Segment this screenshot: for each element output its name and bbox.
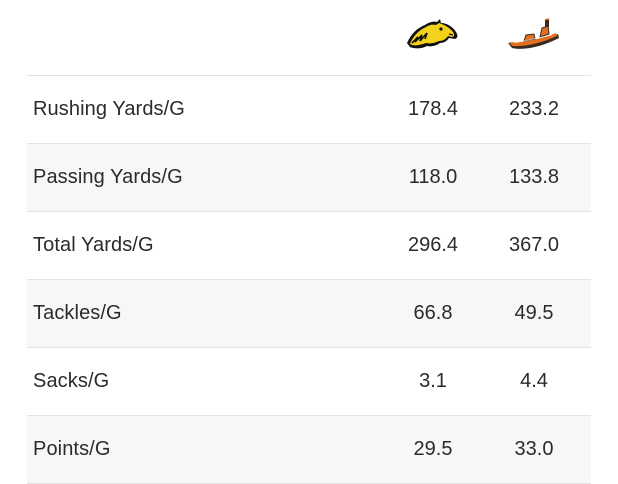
team-a-value: 29.5 <box>413 438 453 460</box>
boat-logo-icon <box>504 16 564 56</box>
stat-label: Rushing Yards/G <box>33 98 185 120</box>
table-row: Rushing Yards/G 178.4 233.2 <box>27 76 591 144</box>
table-row: Passing Yards/G 118.0 133.8 <box>27 144 591 212</box>
team-a-value: 66.8 <box>413 302 453 324</box>
table-row: Points/G 29.5 33.0 <box>27 416 591 484</box>
table-header <box>27 0 591 76</box>
team-a-value: 178.4 <box>407 98 459 120</box>
team-b-value: 4.4 <box>520 370 548 392</box>
team-b-value: 49.5 <box>514 302 554 324</box>
team-a-value: 296.4 <box>407 234 459 256</box>
team-b-value: 133.8 <box>508 166 560 188</box>
team-b-value: 367.0 <box>508 234 560 256</box>
table-row: Tackles/G 66.8 49.5 <box>27 280 591 348</box>
mustang-head-logo-icon <box>403 16 463 56</box>
team-b-value: 233.2 <box>508 98 560 120</box>
table-row: Sacks/G 3.1 4.4 <box>27 348 591 416</box>
stat-label: Points/G <box>33 438 111 460</box>
stat-label: Sacks/G <box>33 370 110 392</box>
stat-label: Total Yards/G <box>33 234 154 256</box>
team-a-value: 3.1 <box>419 370 447 392</box>
team-b-value: 33.0 <box>514 438 554 460</box>
team-a-value: 118.0 <box>408 166 458 188</box>
stat-label: Passing Yards/G <box>33 166 183 188</box>
stat-label: Tackles/G <box>33 302 122 324</box>
table-row: Total Yards/G 296.4 367.0 <box>27 212 591 280</box>
team-stats-table: Rushing Yards/G 178.4 233.2 Passing Yard… <box>27 0 591 484</box>
